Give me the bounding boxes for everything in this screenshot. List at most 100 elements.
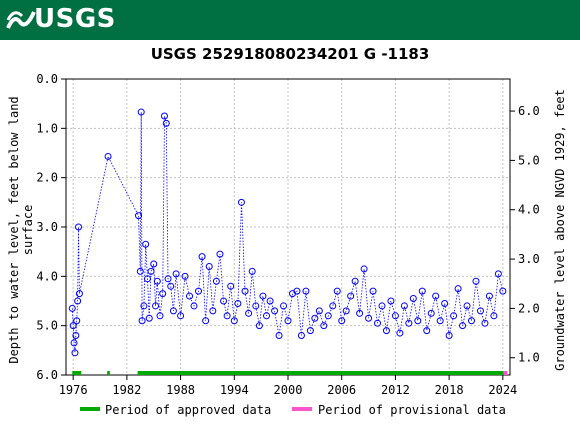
data-point — [205, 262, 213, 270]
data-point — [365, 314, 373, 322]
period-bar-provisional — [503, 371, 508, 375]
chart-title: USGS 252918080234201 G -1183 — [151, 45, 430, 63]
data-point — [275, 332, 283, 340]
y-left-tick-label: 6.0 — [36, 368, 58, 382]
data-point — [356, 309, 364, 317]
period-bar-approved — [72, 371, 82, 375]
data-point — [164, 275, 172, 283]
data-point — [172, 270, 180, 278]
data-point — [70, 339, 78, 347]
data-point — [302, 287, 310, 295]
y-right-tick-label: 1.0 — [518, 351, 540, 365]
data-point — [75, 290, 83, 298]
y-left-axis-label-line2: surface — [21, 205, 35, 256]
data-point — [75, 223, 83, 231]
data-point — [143, 275, 151, 283]
data-point — [485, 292, 493, 300]
data-point — [445, 332, 453, 340]
data-series — [68, 108, 507, 357]
data-point — [324, 312, 332, 320]
data-point — [369, 287, 377, 295]
usgs-banner: USGS — [0, 0, 580, 40]
data-point — [396, 329, 404, 337]
data-point — [499, 287, 507, 295]
data-point — [72, 332, 80, 340]
data-point — [162, 119, 170, 127]
data-point — [209, 307, 217, 315]
data-point — [71, 349, 79, 357]
data-point — [140, 302, 148, 310]
data-point — [74, 297, 82, 305]
data-point — [160, 112, 168, 120]
x-tick-label: 1982 — [112, 383, 141, 397]
data-point — [227, 282, 235, 290]
x-tick-label: 1988 — [166, 383, 195, 397]
data-point — [418, 287, 426, 295]
data-point — [159, 290, 167, 298]
y-right-tick-label: 5.0 — [518, 153, 540, 167]
data-point — [297, 332, 305, 340]
y-right-tick-label: 6.0 — [518, 104, 540, 118]
data-point — [241, 287, 249, 295]
data-point — [150, 260, 158, 268]
data-point — [472, 277, 480, 285]
legend-provisional-swatch — [292, 407, 312, 411]
y-left-tick-label: 3.0 — [36, 220, 58, 234]
data-point — [454, 285, 462, 293]
data-point — [190, 302, 198, 310]
data-point — [329, 302, 337, 310]
data-point — [177, 312, 185, 320]
y-left-tick-label: 0.0 — [36, 72, 58, 86]
data-point — [494, 270, 502, 278]
data-point — [167, 282, 175, 290]
data-point — [432, 292, 440, 300]
data-point — [315, 307, 323, 315]
data-point — [169, 307, 177, 315]
data-point — [147, 267, 155, 275]
y-left-axis-label-line1: Depth to water level, feet below land — [7, 96, 21, 363]
y-right-axis-label: Groundwater level above NGVD 1929, feet — [553, 89, 567, 371]
data-point — [255, 322, 263, 330]
data-point — [220, 297, 228, 305]
data-point — [248, 267, 256, 275]
data-point — [234, 299, 242, 307]
period-bar-approved — [137, 371, 504, 375]
data-point — [441, 299, 449, 307]
legend-provisional-label: Period of provisional data — [318, 403, 506, 417]
data-point — [459, 322, 467, 330]
data-point — [223, 312, 231, 320]
data-point — [320, 322, 328, 330]
data-point — [198, 253, 206, 261]
data-point — [476, 307, 484, 315]
data-point — [481, 319, 489, 327]
data-period-bars — [72, 371, 508, 375]
usgs-logo-text: USGS — [34, 4, 116, 34]
y-left-tick-label: 5.0 — [36, 319, 58, 333]
y-right-axis-ticks: 1.0 2.0 3.0 4.0 5.0 6.0 — [510, 104, 540, 365]
data-point — [414, 317, 422, 325]
data-point — [104, 152, 112, 160]
data-point — [338, 317, 346, 325]
y-left-tick-label: 1.0 — [36, 121, 58, 135]
data-point — [145, 314, 153, 322]
data-point — [374, 319, 382, 327]
period-bar-approved — [107, 371, 110, 375]
data-point — [351, 277, 359, 285]
data-point — [216, 250, 224, 258]
data-point — [342, 307, 350, 315]
data-point — [212, 277, 220, 285]
x-tick-label: 1994 — [220, 383, 249, 397]
data-point — [387, 297, 395, 305]
data-point — [136, 267, 144, 275]
legend-approved-label: Period of approved data — [105, 403, 271, 417]
data-point — [263, 312, 271, 320]
legend: Period of approved data Period of provis… — [80, 403, 506, 417]
data-point — [202, 317, 210, 325]
data-point — [463, 302, 471, 310]
data-point — [405, 319, 413, 327]
y-left-axis-ticks: 0.0 1.0 2.0 3.0 4.0 5.0 6.0 — [36, 72, 66, 382]
data-point — [391, 312, 399, 320]
data-point — [400, 302, 408, 310]
data-point — [181, 272, 189, 280]
